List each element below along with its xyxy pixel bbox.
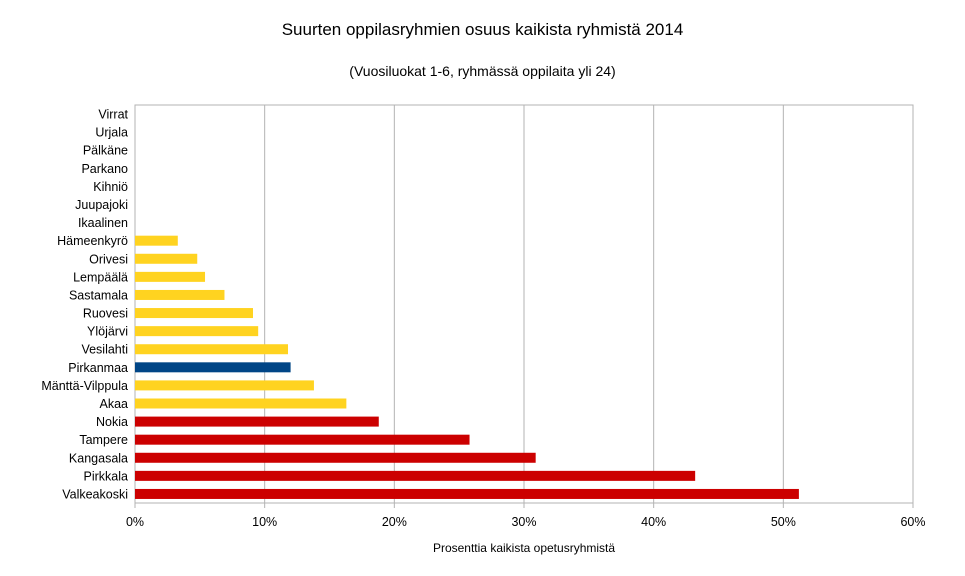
bar bbox=[135, 235, 178, 246]
chart-subtitle: (Vuosiluokat 1-6, ryhmässä oppilaita yli… bbox=[349, 63, 616, 79]
category-label: Urjala bbox=[95, 126, 128, 140]
category-label: Parkano bbox=[81, 162, 128, 176]
bar bbox=[135, 253, 198, 264]
x-tick-label: 40% bbox=[641, 515, 666, 529]
category-label: Mänttä-Vilppula bbox=[41, 379, 128, 393]
bar bbox=[135, 344, 289, 355]
category-label: Pirkkala bbox=[84, 469, 129, 483]
category-label: Pälkäne bbox=[83, 144, 128, 158]
x-axis-label: Prosenttia kaikista opetusryhmistä bbox=[432, 541, 616, 555]
chart-title: Suurten oppilasryhmien osuus kaikista ry… bbox=[281, 20, 684, 39]
bar bbox=[135, 416, 379, 427]
category-label: Pirkanmaa bbox=[68, 361, 128, 375]
category-label: Lempäälä bbox=[73, 270, 128, 284]
x-tick-label: 20% bbox=[382, 515, 407, 529]
category-label: Orivesi bbox=[89, 252, 128, 266]
category-label: Akaa bbox=[100, 397, 129, 411]
bar bbox=[135, 362, 291, 373]
bar bbox=[135, 398, 347, 409]
category-label: Valkeakoski bbox=[62, 487, 128, 501]
category-label: Virrat bbox=[98, 108, 128, 122]
x-tick-label: 50% bbox=[771, 515, 796, 529]
bar bbox=[135, 326, 259, 337]
x-tick-label: 30% bbox=[511, 515, 536, 529]
category-label: Vesilahti bbox=[81, 343, 128, 357]
bar bbox=[135, 289, 225, 300]
category-label: Nokia bbox=[96, 415, 128, 429]
category-label: Ikaalinen bbox=[78, 216, 128, 230]
x-tick-label: 60% bbox=[900, 515, 925, 529]
bar bbox=[135, 470, 696, 481]
bar bbox=[135, 434, 470, 445]
category-label: Juupajoki bbox=[75, 198, 128, 212]
x-tick-label: 0% bbox=[126, 515, 144, 529]
category-label: Hämeenkyrö bbox=[57, 234, 128, 248]
category-label: Ruovesi bbox=[83, 307, 128, 321]
bar bbox=[135, 271, 206, 282]
category-label: Kihniö bbox=[93, 180, 128, 194]
category-label: Tampere bbox=[79, 433, 128, 447]
category-label: Kangasala bbox=[69, 451, 128, 465]
bar bbox=[135, 488, 799, 499]
category-label: Sastamala bbox=[69, 288, 128, 302]
bar bbox=[135, 308, 253, 319]
x-tick-label: 10% bbox=[252, 515, 277, 529]
category-label: Ylöjärvi bbox=[87, 325, 128, 339]
bar bbox=[135, 452, 536, 463]
bar bbox=[135, 380, 314, 391]
